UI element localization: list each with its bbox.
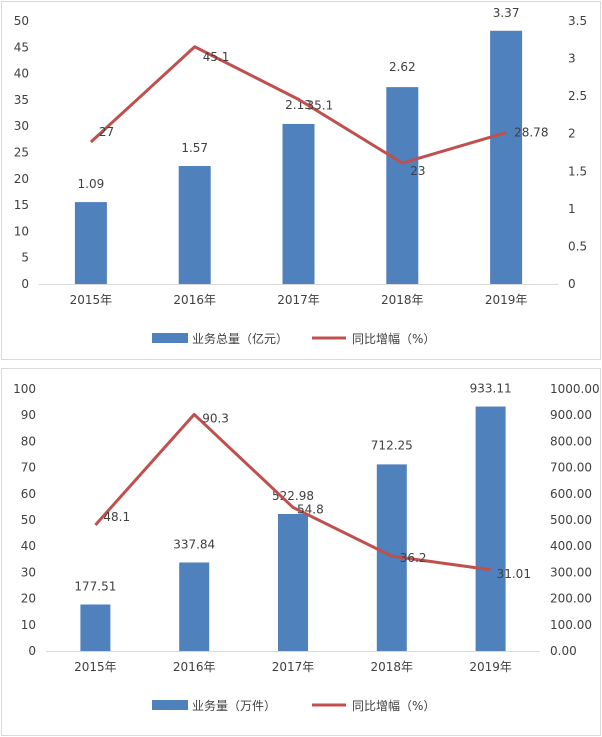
right-axis-tick-label: 0.00 bbox=[550, 644, 577, 658]
left-axis-tick-label: 100 bbox=[13, 382, 36, 396]
bar bbox=[386, 87, 419, 284]
right-axis-tick-label: 100.00 bbox=[550, 618, 592, 632]
left-axis-tick-label: 30 bbox=[21, 565, 36, 579]
right-axis-tick-label: 800.00 bbox=[550, 434, 592, 448]
left-axis-tick-label: 50 bbox=[21, 513, 36, 527]
x-axis-category-label: 2016年 bbox=[173, 293, 216, 307]
x-axis-category-label: 2019年 bbox=[469, 660, 512, 674]
bar bbox=[475, 406, 506, 651]
right-axis-tick-label: 200.00 bbox=[550, 592, 592, 606]
right-axis-tick-label: 600.00 bbox=[550, 487, 592, 501]
bar bbox=[74, 202, 107, 284]
right-axis-tick-label: 1.5 bbox=[568, 164, 587, 178]
left-axis-tick-label: 35 bbox=[14, 93, 29, 107]
left-axis-tick-label: 5 bbox=[21, 251, 29, 265]
x-axis-category-label: 2015年 bbox=[70, 293, 113, 307]
combo-chart-business-volume: 01020304050607080901000.00100.00200.0030… bbox=[13, 382, 600, 713]
right-axis-tick-label: 700.00 bbox=[550, 461, 592, 475]
bar-data-label: 1.57 bbox=[181, 141, 208, 155]
bar bbox=[278, 513, 308, 651]
right-axis-tick-label: 1000.00 bbox=[550, 382, 600, 396]
legend-line-label: 同比增幅（%） bbox=[352, 698, 435, 713]
right-axis-tick-label: 500.00 bbox=[550, 513, 592, 527]
left-axis-tick-label: 45 bbox=[14, 40, 29, 54]
line-data-label: 31.01 bbox=[497, 567, 531, 581]
right-axis-tick-label: 2 bbox=[568, 127, 576, 141]
bar-data-label: 3.37 bbox=[493, 6, 520, 20]
right-axis-tick-label: 300.00 bbox=[550, 565, 592, 579]
legend-bar-label: 业务量（万件） bbox=[192, 698, 276, 713]
x-axis-category-label: 2016年 bbox=[173, 660, 216, 674]
right-axis-tick-label: 1 bbox=[568, 202, 576, 216]
left-axis-tick-label: 50 bbox=[14, 14, 29, 28]
x-axis-category-label: 2015年 bbox=[74, 660, 117, 674]
left-axis-tick-label: 80 bbox=[21, 434, 36, 448]
x-axis-category-label: 2019年 bbox=[485, 293, 528, 307]
x-axis-category-label: 2017年 bbox=[272, 660, 315, 674]
right-axis-tick-label: 0.5 bbox=[568, 239, 587, 253]
legend-bar-label: 业务总量（亿元） bbox=[192, 331, 288, 346]
left-axis-tick-label: 15 bbox=[14, 198, 29, 212]
right-axis-tick-label: 0 bbox=[568, 277, 576, 291]
legend-bar-swatch bbox=[152, 700, 188, 710]
bar bbox=[179, 562, 210, 651]
left-axis-tick-label: 40 bbox=[14, 67, 29, 81]
right-axis-tick-label: 2.5 bbox=[568, 89, 587, 103]
bar-data-label: 2.62 bbox=[389, 60, 416, 74]
left-axis-tick-label: 90 bbox=[21, 408, 36, 422]
line-data-label: 45.1 bbox=[203, 50, 230, 64]
bar-data-label: 712.25 bbox=[371, 438, 413, 452]
bar bbox=[282, 123, 315, 285]
legend-line-label: 同比增幅（%） bbox=[352, 331, 435, 346]
bar bbox=[80, 604, 111, 651]
x-axis-category-label: 2018年 bbox=[381, 293, 424, 307]
bar bbox=[490, 30, 523, 285]
left-axis-tick-label: 25 bbox=[14, 146, 29, 160]
left-axis-tick-label: 40 bbox=[21, 539, 36, 553]
chart-panel-business-total: 0 5 10 15 20 25 30 35 40 45 50 0 0.5 1 1.5 2 2.5 3 3.5 1.09… bbox=[1, 1, 601, 360]
combo-chart-business-total: 0 5 10 15 20 25 30 35 40 45 50 0 0.5 1 1.5 2 2.5 3 3.5 1.09… bbox=[14, 6, 587, 346]
bar bbox=[178, 166, 211, 284]
line-data-label: 23 bbox=[410, 164, 425, 178]
bar-data-label: 1.09 bbox=[78, 177, 105, 191]
bar-data-label: 933.11 bbox=[470, 382, 512, 396]
line-data-label: 90.3 bbox=[202, 411, 229, 425]
left-axis-tick-label: 10 bbox=[14, 224, 29, 238]
chart-panel-business-volume: 0 10 20 30 40 50 60 70 80 90 100 0.00 100.00 200.00 30… bbox=[1, 368, 601, 736]
left-axis-tick-label: 10 bbox=[21, 618, 36, 632]
right-axis-tick-label: 400.00 bbox=[550, 539, 592, 553]
series-line bbox=[94, 412, 491, 572]
left-axis-tick-label: 70 bbox=[21, 461, 36, 475]
bar-data-label: 2.13 bbox=[285, 98, 312, 112]
left-axis-tick-label: 20 bbox=[14, 172, 29, 186]
line-data-label: 48.1 bbox=[103, 510, 130, 524]
left-axis-tick-label: 60 bbox=[21, 487, 36, 501]
line-data-label: 28.78 bbox=[514, 126, 548, 140]
series-line bbox=[89, 45, 507, 165]
line-data-label: 35.1 bbox=[307, 98, 334, 112]
left-axis-tick-label: 20 bbox=[21, 592, 36, 606]
left-axis-tick-label: 30 bbox=[14, 119, 29, 133]
legend-bar-swatch bbox=[152, 333, 188, 343]
bar-data-label: 337.84 bbox=[173, 537, 215, 551]
right-axis-tick-label: 900.00 bbox=[550, 408, 592, 422]
bar-data-label: 522.98 bbox=[272, 489, 314, 503]
line-data-label: 27 bbox=[99, 125, 114, 139]
x-axis-category-label: 2017年 bbox=[277, 293, 320, 307]
bar-data-label: 177.51 bbox=[74, 579, 116, 593]
right-axis-tick-label: 3.5 bbox=[568, 14, 587, 28]
left-axis-tick-label: 0 bbox=[21, 277, 29, 291]
line-data-label: 36.2 bbox=[400, 551, 427, 565]
right-axis-tick-label: 3 bbox=[568, 52, 576, 66]
left-axis-tick-label: 0 bbox=[28, 644, 36, 658]
x-axis-category-label: 2018年 bbox=[371, 660, 414, 674]
line-data-label: 54.8 bbox=[297, 502, 324, 516]
